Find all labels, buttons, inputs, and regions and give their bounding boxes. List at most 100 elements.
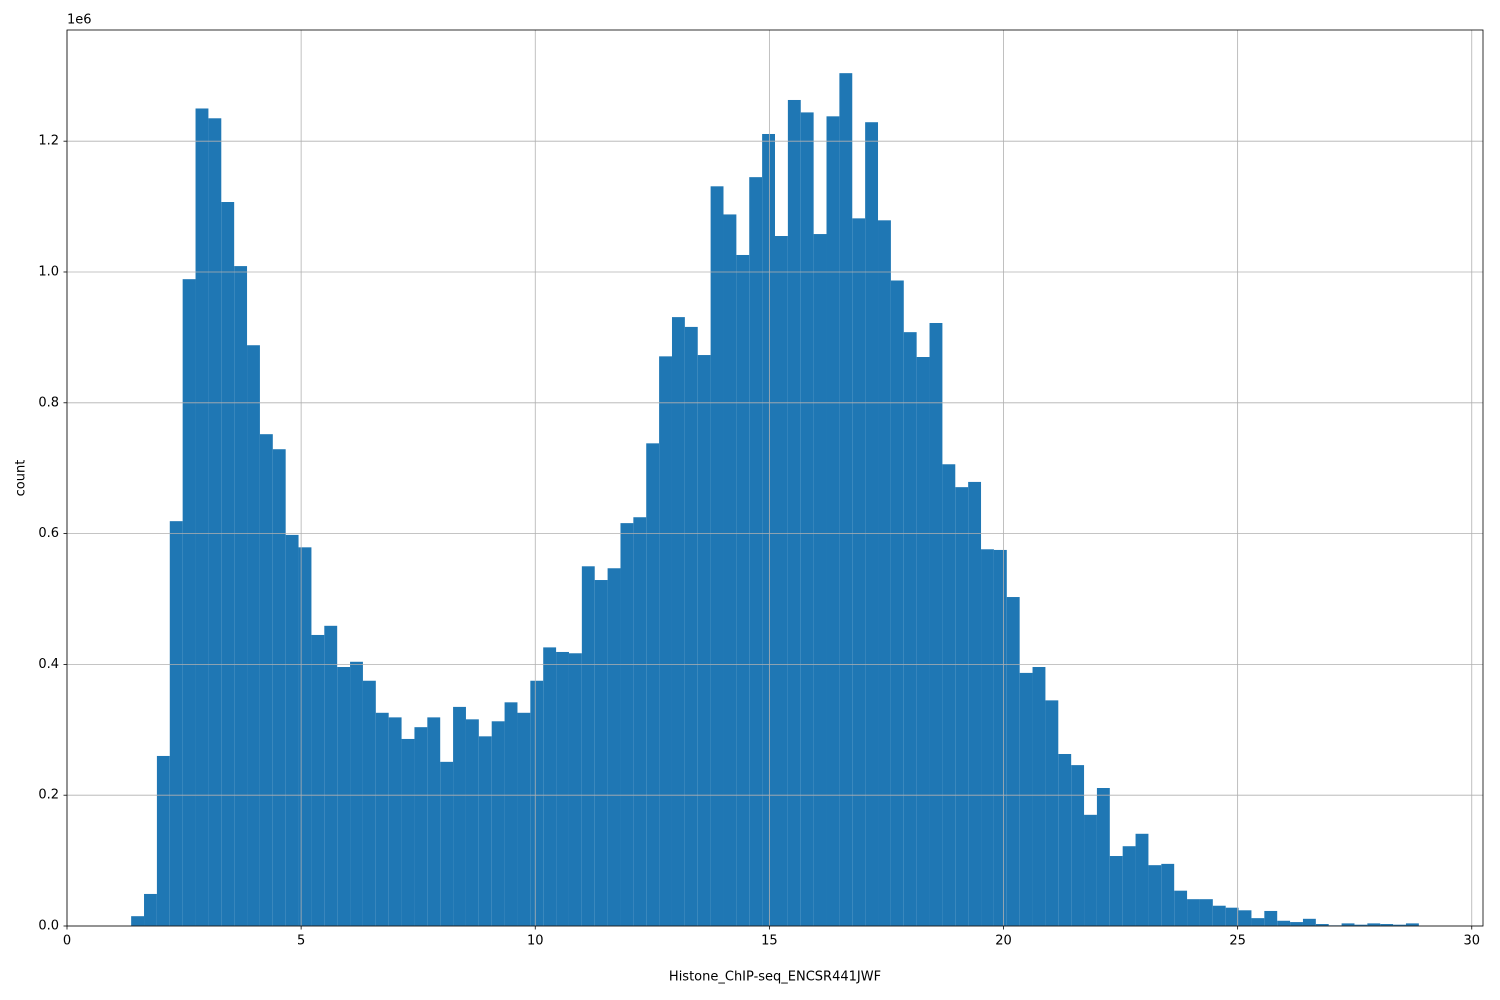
bar	[981, 549, 994, 926]
bar	[1277, 920, 1291, 926]
bar	[993, 549, 1007, 926]
bar	[324, 625, 338, 926]
bar	[375, 712, 389, 926]
bar	[234, 266, 248, 927]
bar	[427, 717, 441, 926]
bar	[865, 122, 879, 926]
bar	[1199, 899, 1213, 926]
bar	[1302, 918, 1316, 926]
x-tick-label: 20	[995, 934, 1012, 949]
bar	[723, 214, 737, 926]
bar	[517, 712, 531, 926]
y-tick-label: 1.0	[38, 264, 59, 279]
bar	[929, 322, 943, 926]
bar	[955, 487, 969, 926]
bar	[646, 443, 660, 926]
bar	[247, 345, 260, 926]
bar	[1161, 863, 1175, 926]
bar	[1212, 905, 1226, 926]
bar	[826, 116, 840, 926]
y-tick-label: 1.2	[38, 134, 59, 149]
bar	[581, 566, 595, 926]
y-tick-label: 0.2	[38, 788, 59, 803]
bar	[1084, 814, 1097, 926]
bar	[478, 736, 492, 926]
bar	[749, 177, 763, 926]
y-tick-label: 0.4	[38, 657, 59, 672]
bar	[1393, 924, 1406, 926]
bar	[543, 647, 557, 926]
bar	[1032, 667, 1046, 926]
bar	[813, 234, 827, 926]
bar	[1122, 846, 1136, 926]
bar	[350, 661, 363, 926]
bar	[659, 356, 672, 926]
bar	[1006, 597, 1020, 926]
bar	[787, 99, 801, 927]
bar	[414, 727, 428, 926]
bar	[1096, 788, 1110, 926]
x-tick-label: 10	[527, 934, 544, 949]
bar	[736, 254, 750, 926]
axes-frame	[66, 29, 1484, 927]
y-tick-label: 0.0	[38, 919, 59, 934]
bar	[607, 568, 621, 926]
bar	[311, 634, 325, 926]
bar	[1251, 918, 1265, 926]
bar	[298, 547, 312, 926]
bar	[1148, 865, 1162, 926]
bar	[337, 667, 351, 926]
bar	[568, 653, 582, 926]
x-tick-label: 0	[63, 934, 71, 949]
bar	[144, 893, 157, 926]
bar	[1380, 924, 1394, 926]
bar	[504, 702, 518, 926]
bar	[1354, 924, 1368, 926]
y-axis-label: count	[14, 460, 29, 497]
bar	[620, 523, 634, 926]
bar	[852, 218, 866, 926]
bar	[1071, 765, 1085, 926]
bar	[1019, 672, 1033, 926]
bar	[594, 580, 608, 926]
bar	[1135, 833, 1149, 926]
bar	[491, 721, 505, 926]
x-tick-label: 30	[1463, 934, 1480, 949]
bar	[156, 755, 170, 926]
bar	[775, 236, 788, 927]
bar	[182, 279, 196, 926]
bar	[1367, 923, 1381, 926]
y-tick-label: 0.8	[38, 395, 59, 410]
bar	[221, 202, 235, 926]
bar	[169, 521, 183, 926]
x-tick-label: 25	[1229, 934, 1246, 949]
bar	[1290, 922, 1303, 926]
bar	[1109, 856, 1123, 926]
bar	[710, 186, 724, 926]
bar	[362, 680, 376, 926]
x-axis-label: Histone_ChIP-seq_ENCSR441JWF	[669, 970, 881, 985]
bar	[697, 355, 711, 926]
bar	[1405, 923, 1419, 926]
bar	[259, 434, 273, 926]
bar	[890, 280, 904, 927]
bar	[633, 517, 647, 926]
bar	[878, 220, 891, 927]
bar	[272, 449, 286, 926]
bar	[401, 738, 415, 926]
bar	[285, 534, 299, 926]
bar	[903, 332, 917, 926]
bar	[800, 112, 814, 927]
bar	[465, 719, 479, 926]
bar	[1187, 899, 1200, 926]
bar	[1225, 907, 1239, 926]
y-tick-label: 0.6	[38, 526, 59, 541]
bar	[1238, 910, 1252, 926]
bar	[1264, 910, 1278, 926]
bar	[208, 118, 222, 926]
bar	[1058, 753, 1072, 926]
bar	[839, 73, 853, 926]
bar	[1045, 700, 1059, 926]
